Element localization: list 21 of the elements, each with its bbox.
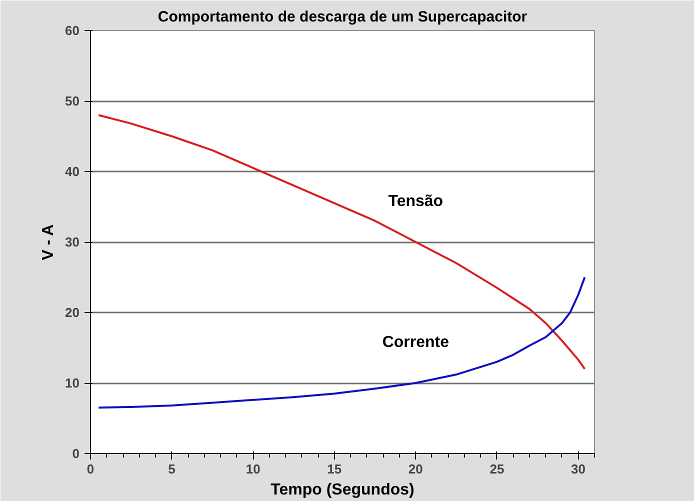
series-label: Corrente (382, 334, 450, 351)
y-tick-label: 20 (65, 305, 80, 320)
y-tick-label: 40 (65, 164, 80, 179)
y-axis-title: V - A (40, 224, 58, 260)
y-tick-label: 50 (65, 94, 80, 108)
y-tick-label: 60 (65, 23, 80, 38)
series-label: Tensão (388, 193, 444, 210)
x-tick-label: 25 (490, 462, 504, 476)
x-tick-label: 5 (168, 462, 176, 476)
x-axis-title: Tempo (Segundos) (270, 482, 414, 498)
x-tick-label: 15 (327, 462, 342, 476)
x-tick-label: 30 (571, 462, 586, 476)
x-tick-label: 20 (408, 462, 423, 476)
line-series (98, 114, 586, 370)
x-tick-label: 0 (86, 462, 94, 476)
chart-title: Comportamento de descarga de um Supercapacitor (158, 8, 528, 26)
y-tick-label: 0 (72, 446, 80, 461)
line-series (98, 276, 586, 409)
y-tick-label: 30 (65, 234, 80, 250)
x-tick-label: 10 (246, 462, 260, 476)
y-tick-label: 10 (65, 376, 80, 390)
